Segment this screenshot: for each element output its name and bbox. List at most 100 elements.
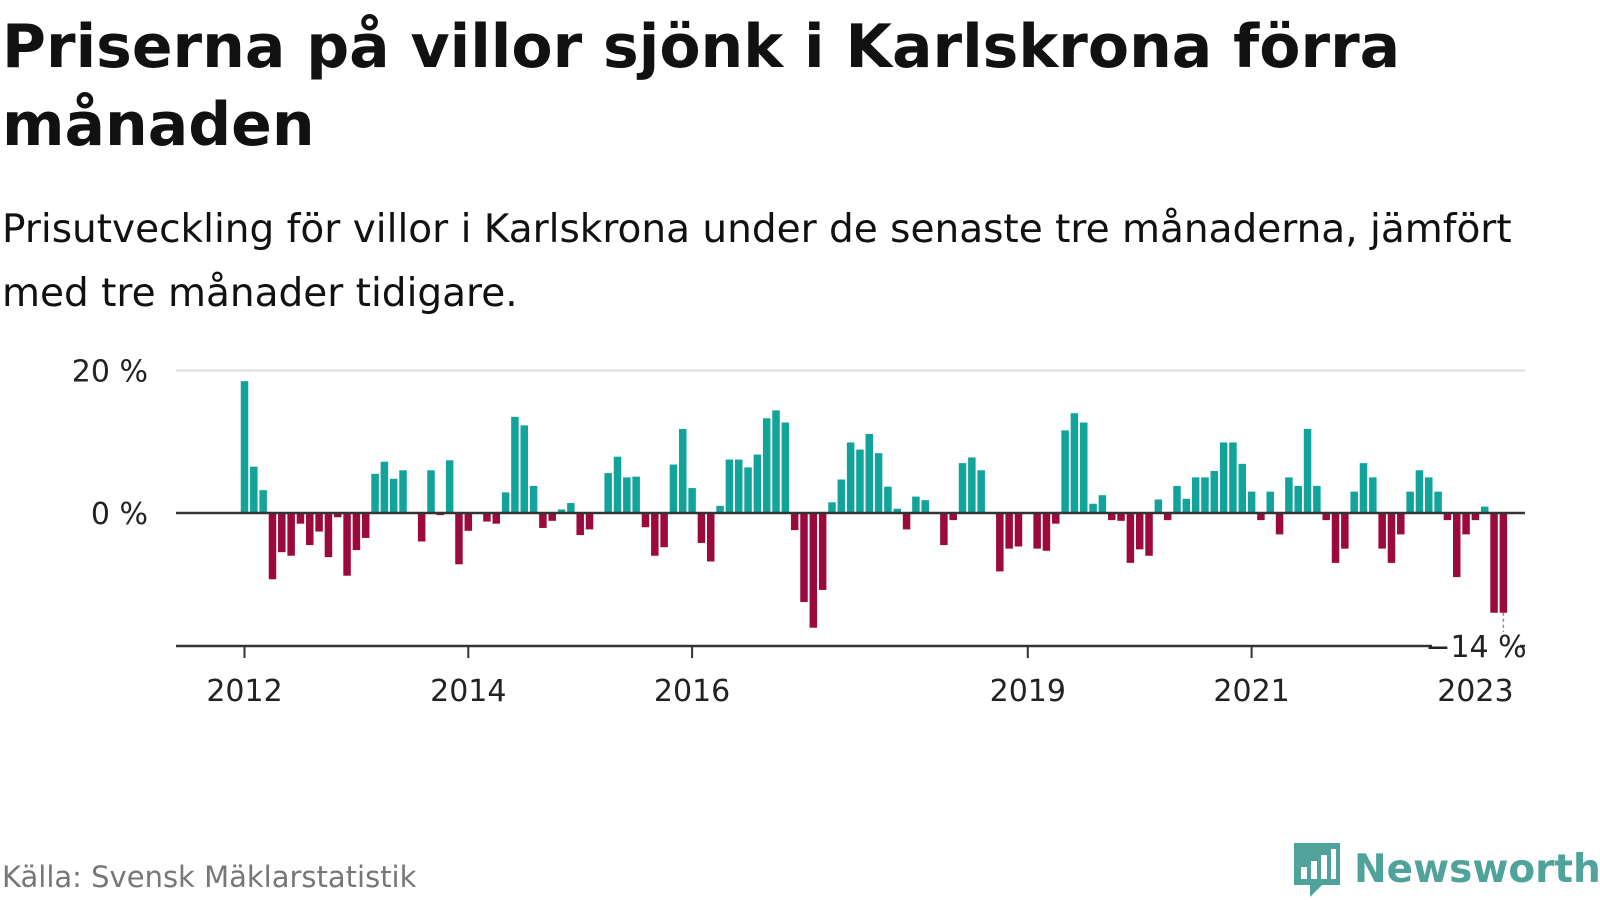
bar-2013-05 (389, 478, 398, 513)
bar-2021-04 (1275, 513, 1284, 535)
bar-2013-01 (352, 513, 361, 551)
bar-2012-04 (268, 513, 277, 580)
bar-2022-06 (1406, 491, 1414, 514)
bar-2016-10 (772, 410, 780, 513)
bar-2022-05 (1397, 513, 1405, 535)
bar-2016-12 (790, 513, 799, 531)
bar-2022-12 (1462, 513, 1470, 535)
bar-2019-03 (1042, 513, 1051, 551)
bar-2015-07 (632, 476, 640, 513)
bar-2013-02 (361, 513, 370, 538)
bar-2012-05 (278, 513, 286, 553)
bar-2022-01 (1359, 463, 1368, 514)
bar-2022-08 (1425, 477, 1433, 514)
bar-2016-04 (716, 505, 724, 514)
bar-2014-05 (501, 492, 510, 513)
bar-2016-08 (753, 454, 762, 513)
bar-2013-11 (445, 460, 454, 513)
bar-2012-02 (250, 466, 258, 513)
bar-2020-10 (1219, 442, 1228, 513)
bar-2017-07 (856, 449, 864, 513)
chart-title: Priserna på villor sjönk i Karlskrona fö… (2, 12, 1401, 160)
bar-2016-03 (707, 513, 715, 562)
bar-2013-03 (371, 473, 379, 513)
bar-2020-01 (1135, 513, 1144, 550)
bar-2017-01 (800, 513, 808, 603)
bar-2015-10 (660, 513, 668, 548)
bar-2021-10 (1331, 513, 1340, 563)
bar-2021-11 (1341, 513, 1349, 549)
bar-2014-06 (511, 416, 519, 513)
bar-2019-02 (1033, 513, 1041, 549)
bar-2016-01 (688, 488, 696, 513)
bar-2017-03 (818, 513, 827, 590)
bar-2016-07 (744, 467, 752, 513)
bar-2020-06 (1182, 498, 1191, 513)
bar-2019-06 (1070, 413, 1079, 513)
bar-2014-12 (567, 503, 575, 513)
x-tick-label: 2014 (430, 674, 506, 709)
bar-2018-12 (1014, 513, 1023, 547)
bar-2012-06 (287, 513, 295, 556)
bar-2017-02 (809, 513, 818, 628)
bar-2022-09 (1434, 491, 1442, 514)
bar-2015-02 (585, 513, 594, 530)
bar-2020-07 (1191, 477, 1200, 514)
bar-2017-06 (846, 442, 855, 513)
bar-2017-05 (837, 479, 846, 513)
bar-2023-03 (1490, 513, 1498, 613)
bar-2019-08 (1089, 503, 1097, 513)
bar-2018-01 (912, 496, 920, 513)
axis-layer (176, 511, 1525, 658)
bar-2020-09 (1210, 470, 1219, 513)
bar-2022-03 (1378, 513, 1386, 549)
bar-2023-01 (1471, 513, 1480, 521)
bar-2016-02 (697, 513, 706, 543)
bar-2017-10 (884, 486, 892, 513)
bar-2021-02 (1257, 513, 1265, 521)
bar-2018-02 (921, 500, 929, 514)
bar-2021-06 (1294, 485, 1302, 513)
bar-2020-11 (1229, 442, 1237, 513)
bar-2018-07 (968, 457, 976, 513)
bar-2015-08 (641, 513, 650, 528)
bar-2015-04 (604, 473, 612, 513)
bar-2021-12 (1350, 491, 1358, 514)
bar-2018-10 (996, 513, 1004, 572)
bar-2013-04 (380, 461, 389, 513)
labels-layer: 20 % 0 % 2012 2014 2016 2019 2021 2023 −14 % (72, 355, 1527, 710)
bar-2014-11 (557, 509, 566, 513)
bar-2014-01 (464, 513, 473, 531)
bar-2020-08 (1201, 477, 1209, 514)
bar-2020-05 (1173, 485, 1181, 513)
bar-2020-12 (1238, 463, 1247, 513)
bar-2018-08 (977, 470, 985, 513)
bar-2013-08 (417, 513, 426, 542)
bar-2018-06 (958, 463, 967, 514)
bar-2022-07 (1415, 470, 1424, 513)
bar-2012-12 (343, 513, 351, 576)
bar-2021-03 (1266, 491, 1274, 514)
newsworthy-logo-icon (1294, 843, 1340, 897)
bar-2013-12 (455, 513, 463, 565)
x-tick-label: 2019 (990, 674, 1066, 709)
annotation-background (1432, 632, 1520, 662)
y-tick-label: 0 % (91, 497, 148, 532)
bar-2021-05 (1285, 477, 1293, 514)
bar-2020-03 (1154, 499, 1163, 513)
bar-2014-04 (492, 513, 501, 524)
last-value-label: −14 % (1425, 630, 1526, 665)
bar-2013-06 (399, 470, 407, 513)
bar-2012-11 (334, 513, 342, 518)
bar-2020-04 (1163, 513, 1172, 521)
source-note: Källa: Svensk Mäklarstatistik (2, 860, 417, 894)
bar-2016-11 (781, 422, 790, 513)
bar-2017-09 (874, 453, 883, 513)
bar-2020-02 (1145, 513, 1153, 556)
bar-2021-01 (1247, 491, 1256, 514)
bar-2023-02 (1480, 506, 1489, 513)
bar-2016-06 (734, 459, 743, 513)
bar-2014-09 (539, 513, 547, 528)
bar-2021-08 (1313, 485, 1321, 513)
bar-2012-03 (259, 490, 267, 513)
